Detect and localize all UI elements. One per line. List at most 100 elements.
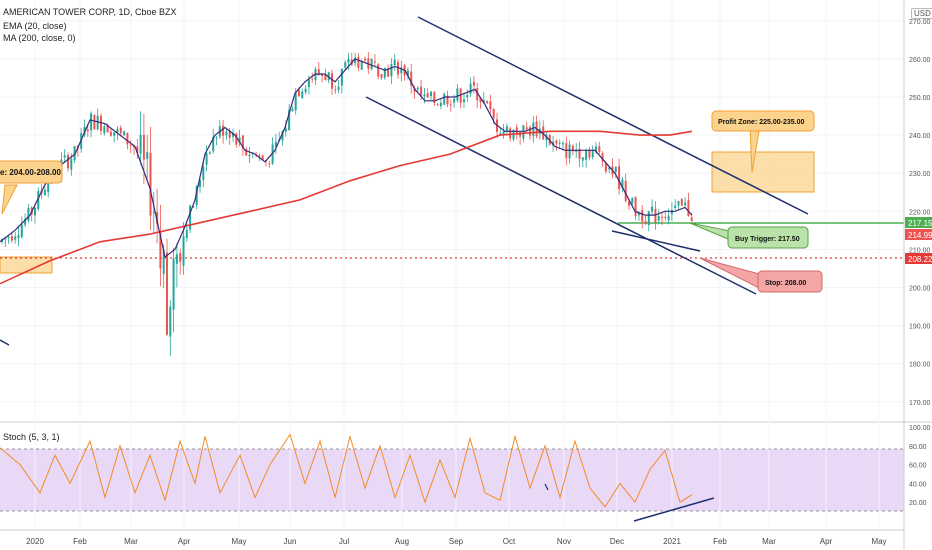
candle — [301, 88, 304, 99]
candle — [393, 54, 396, 71]
candle — [406, 67, 409, 80]
candle — [43, 186, 46, 196]
candle — [426, 88, 429, 98]
candle — [443, 92, 446, 106]
candle — [248, 146, 251, 163]
stoch-axis[interactable]: 100.00 80.00 60.00 40.00 20.00 — [909, 425, 931, 507]
candle — [139, 111, 142, 165]
candle — [562, 140, 564, 151]
ma200-line — [0, 130, 693, 285]
candle — [235, 132, 238, 148]
channel-upper-line[interactable] — [417, 16, 809, 215]
price-tag-last — [905, 229, 932, 240]
price-tick-label: 240.00 — [909, 133, 931, 140]
left-entry-zone — [0, 256, 53, 274]
buy-trigger-callout[interactable] — [727, 226, 809, 249]
price-tick-label: 190.00 — [909, 324, 931, 331]
channel-lower-line[interactable] — [365, 96, 757, 295]
candle — [261, 154, 264, 161]
candle — [152, 192, 155, 234]
candle — [20, 216, 23, 239]
price-tick-label: 270.00 — [909, 19, 931, 26]
price-tick-label: 220.00 — [909, 209, 931, 216]
ma-legend[interactable]: MA (200, close, 0) — [3, 33, 76, 43]
candle — [479, 97, 482, 109]
stoch-tick-label: 100.00 — [909, 425, 931, 432]
candle — [469, 77, 472, 98]
time-tick-label: Feb — [713, 537, 727, 546]
candle — [90, 111, 93, 138]
price-tick-label: 170.00 — [909, 400, 931, 407]
profit-zone-callout[interactable] — [711, 110, 815, 132]
candle — [212, 128, 215, 154]
time-tick-label: Apr — [178, 537, 191, 546]
candle — [502, 124, 505, 139]
candle — [340, 68, 343, 94]
time-axis[interactable]: 2020 Feb Mar Apr May Jun Jul Aug Sep Oct Nov Dec 202… — [26, 537, 886, 546]
candle — [202, 161, 205, 188]
candle — [486, 100, 489, 105]
candle — [149, 126, 152, 231]
candle — [674, 199, 677, 210]
candle — [641, 205, 644, 229]
candle — [7, 234, 10, 244]
candle — [27, 204, 30, 223]
chart-title: AMERICAN TOWER CORP, 1D, Cboe BZX — [3, 7, 177, 17]
candle — [175, 243, 178, 288]
candle — [651, 199, 654, 216]
stop-label: Stop: 208.00 — [765, 280, 806, 287]
candle — [14, 231, 17, 244]
currency-badge[interactable]: USD — [911, 8, 932, 19]
ema20-line — [0, 58, 693, 259]
candle — [644, 216, 647, 225]
candle — [624, 173, 627, 203]
time-tick-label: May — [871, 537, 886, 546]
candle — [103, 124, 106, 136]
candle — [311, 72, 314, 83]
time-tick-label: Feb — [73, 537, 87, 546]
price-axis[interactable]: 270.00 260.00 250.00 240.00 230.00 220.00 210.… — [909, 19, 931, 407]
time-tick-label: Aug — [395, 537, 409, 546]
ema-legend[interactable]: EMA (20, close) — [3, 21, 67, 31]
stoch-legend[interactable]: Stoch (5, 3, 1) — [3, 432, 60, 442]
candle — [585, 148, 588, 168]
price-tick-label: 260.00 — [909, 57, 931, 64]
support-trendline[interactable] — [611, 230, 701, 252]
candle — [684, 197, 687, 207]
buy-trigger-label: Buy Trigger: 217.50 — [735, 236, 800, 243]
candle — [446, 90, 449, 108]
candle — [377, 62, 380, 80]
candle — [664, 210, 667, 221]
candle — [291, 106, 294, 112]
price-tag-stop-text: 208.22 — [908, 255, 932, 264]
candle — [578, 141, 581, 168]
time-tick-label: Jul — [339, 537, 349, 546]
candle — [472, 75, 475, 94]
time-tick-label: Dec — [610, 537, 624, 546]
candle — [591, 145, 594, 160]
candle — [119, 125, 122, 137]
candle — [581, 157, 584, 168]
candle — [677, 200, 680, 210]
price-tag-stop — [905, 253, 932, 264]
candle — [63, 149, 66, 163]
candle — [67, 152, 69, 172]
candle — [93, 114, 96, 130]
stoch-tick-label: 40.00 — [909, 481, 927, 488]
left-trend-stub[interactable] — [0, 339, 10, 346]
candle — [430, 90, 432, 100]
stoch-tick-label: 80.00 — [909, 444, 927, 451]
profit-zone-box — [711, 151, 815, 193]
price-tag-last-text: 214.99 — [908, 231, 932, 240]
candle — [647, 210, 650, 232]
stop-callout[interactable] — [757, 270, 823, 293]
candle — [271, 137, 274, 165]
candle — [459, 87, 462, 109]
left-zone-callout[interactable] — [0, 160, 63, 184]
candle — [268, 160, 271, 169]
candle — [179, 248, 182, 275]
stoch-divergence-line[interactable] — [633, 497, 715, 522]
time-tick-label: Apr — [820, 537, 833, 546]
candle — [618, 158, 621, 195]
